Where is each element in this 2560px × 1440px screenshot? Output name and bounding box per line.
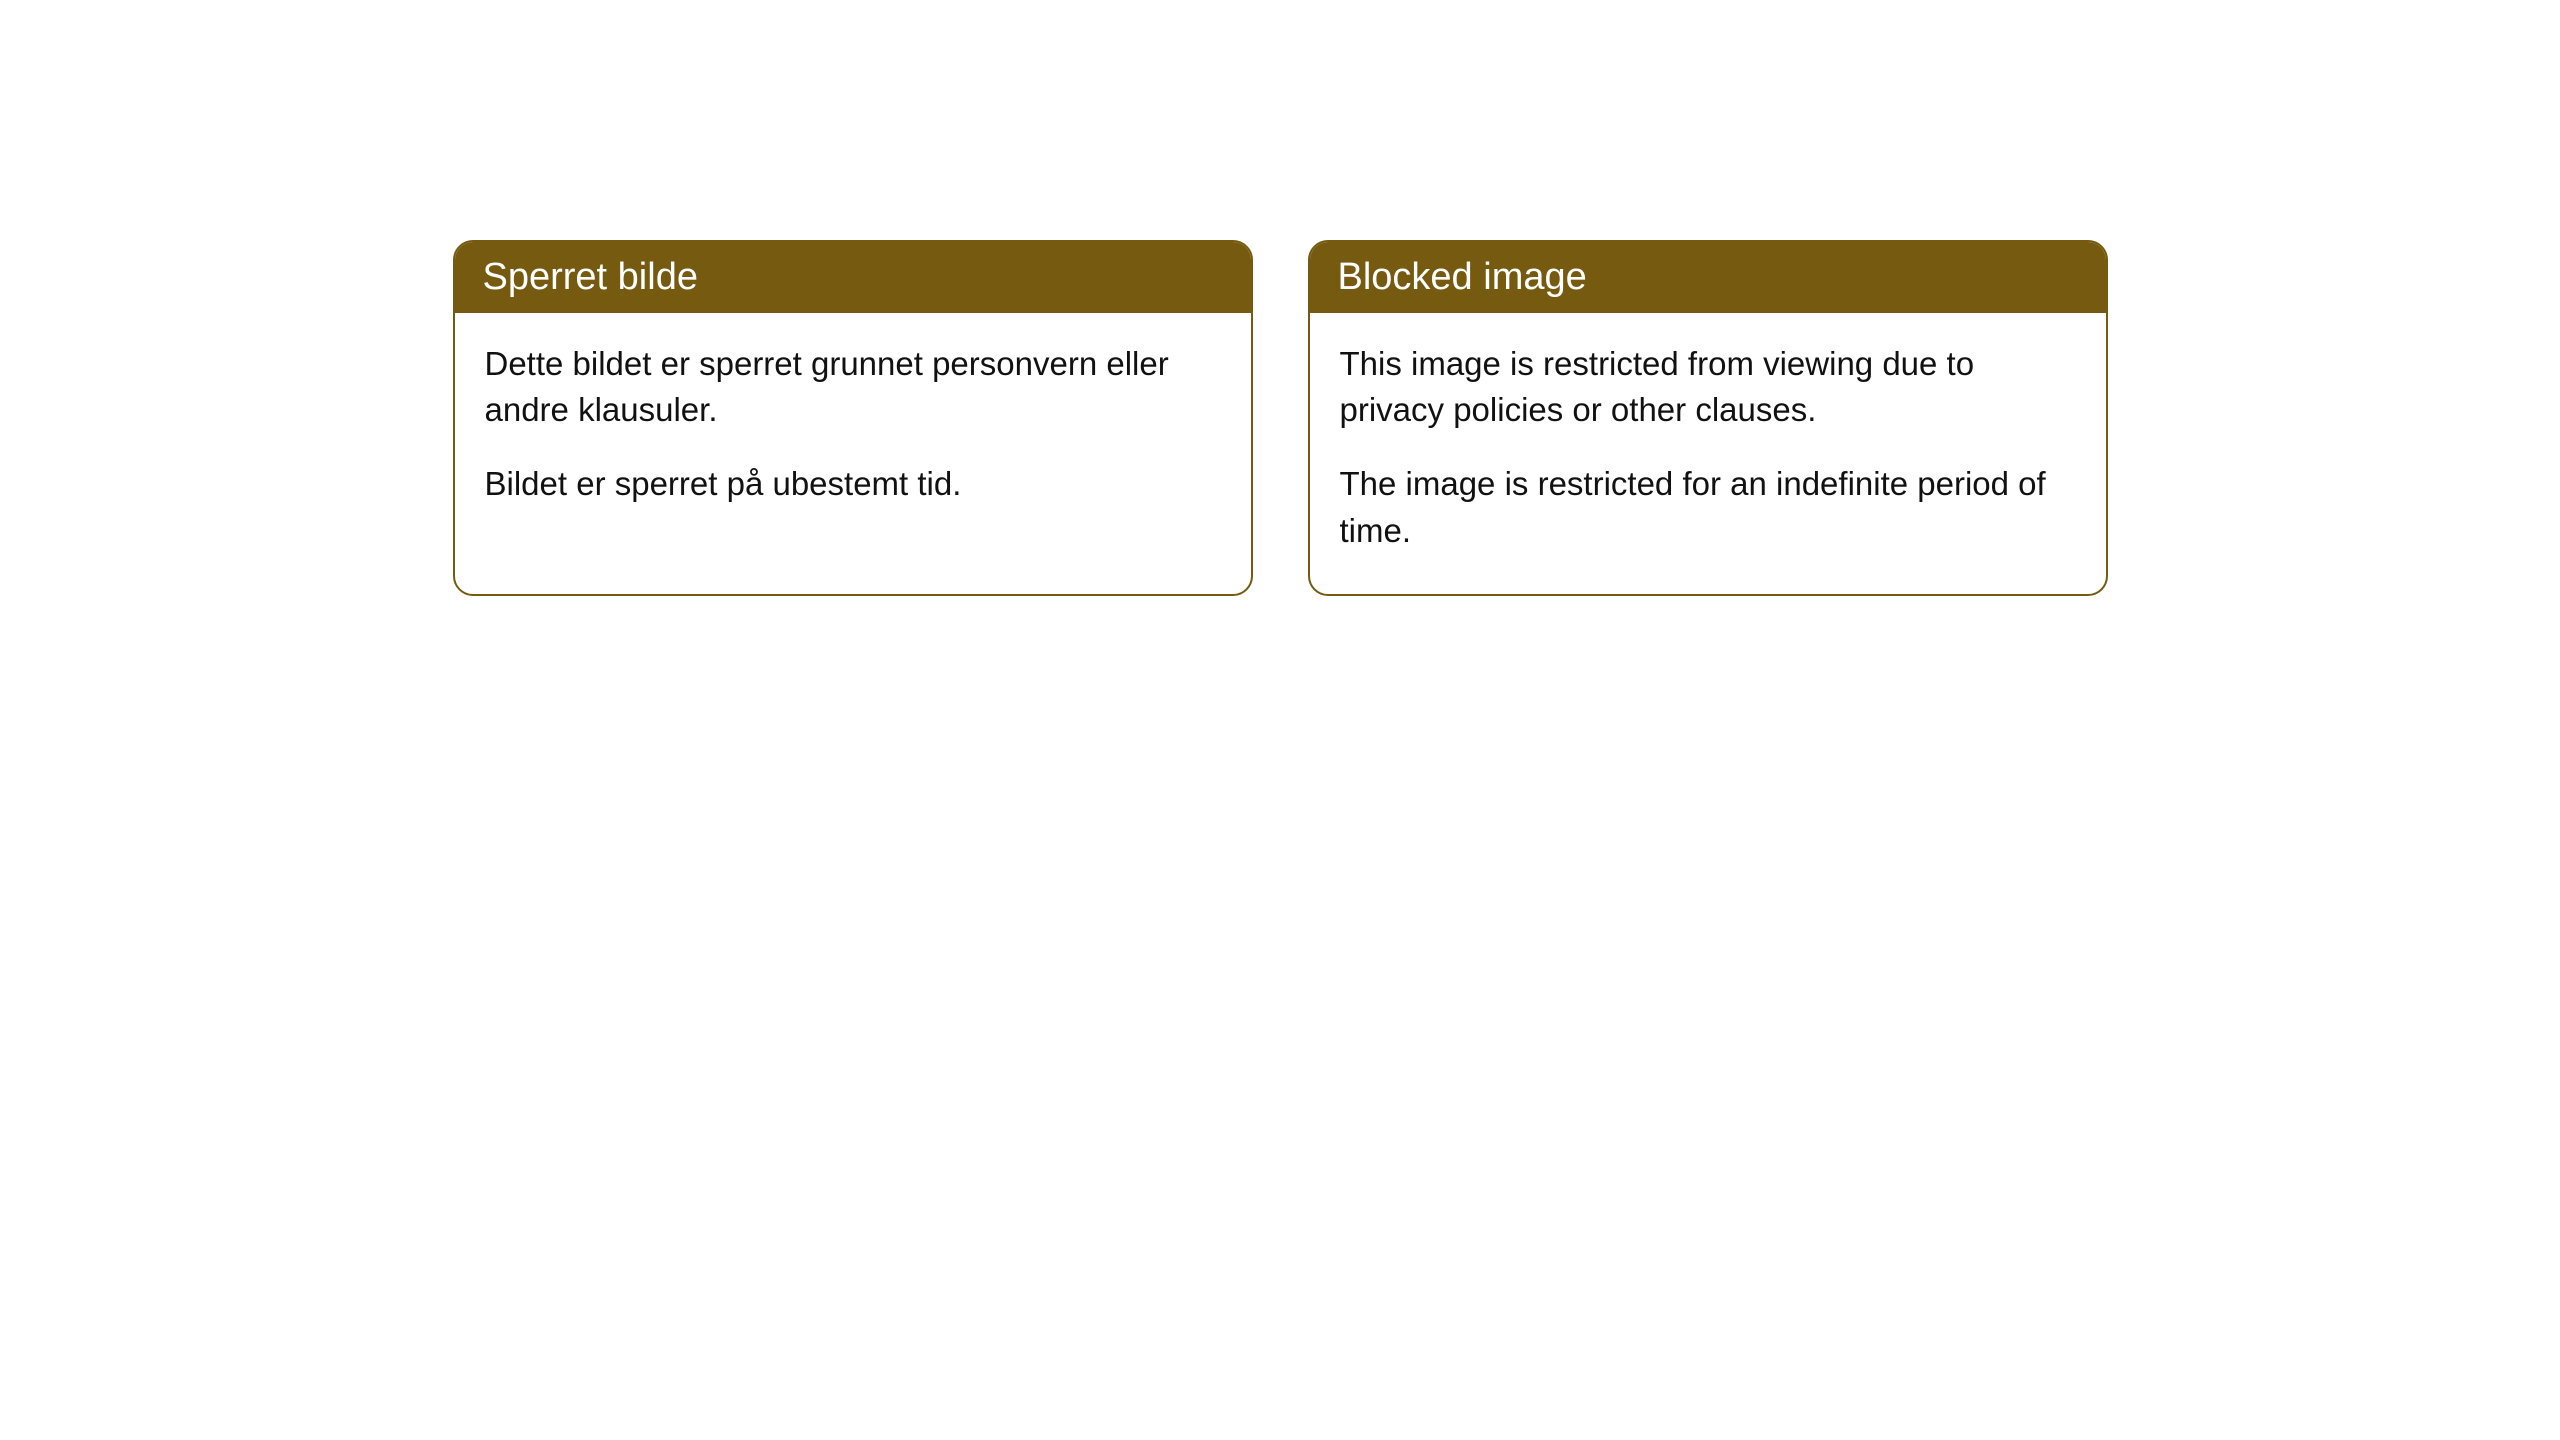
card-title-norwegian: Sperret bilde	[483, 256, 698, 298]
card-body-english: This image is restricted from viewing du…	[1310, 313, 2106, 594]
card-header-norwegian: Sperret bilde	[455, 242, 1251, 313]
blocked-image-card-norwegian: Sperret bilde Dette bildet er sperret gr…	[453, 240, 1253, 596]
card-paragraph-1-english: This image is restricted from viewing du…	[1340, 341, 2076, 433]
card-paragraph-2-english: The image is restricted for an indefinit…	[1340, 461, 2076, 553]
card-body-norwegian: Dette bildet er sperret grunnet personve…	[455, 313, 1251, 548]
card-paragraph-1-norwegian: Dette bildet er sperret grunnet personve…	[485, 341, 1221, 433]
card-paragraph-2-norwegian: Bildet er sperret på ubestemt tid.	[485, 461, 1221, 507]
card-title-english: Blocked image	[1338, 256, 1587, 298]
notice-cards-container: Sperret bilde Dette bildet er sperret gr…	[0, 240, 2560, 596]
blocked-image-card-english: Blocked image This image is restricted f…	[1308, 240, 2108, 596]
card-header-english: Blocked image	[1310, 242, 2106, 313]
